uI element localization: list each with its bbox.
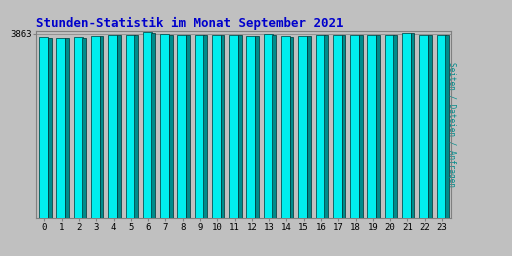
Bar [100, 36, 103, 218]
Bar [108, 35, 117, 218]
Bar [65, 38, 69, 218]
Bar [229, 35, 238, 218]
Bar [376, 35, 380, 218]
Bar [186, 35, 190, 218]
Bar [169, 35, 173, 218]
Bar [342, 35, 345, 218]
Bar [315, 35, 325, 218]
Bar [290, 37, 293, 218]
Bar [324, 35, 328, 218]
Bar [411, 33, 414, 218]
Bar [437, 35, 445, 218]
Bar [368, 35, 376, 218]
Bar [359, 35, 362, 218]
Bar [350, 35, 359, 218]
Bar [264, 34, 273, 218]
Bar [91, 36, 100, 218]
Bar [281, 36, 290, 218]
Bar [246, 36, 255, 218]
Bar [428, 35, 432, 218]
Bar [82, 38, 86, 218]
Bar [195, 35, 204, 218]
Bar [445, 35, 449, 218]
Bar [48, 38, 52, 218]
Bar [402, 33, 411, 218]
Bar [203, 35, 207, 218]
Bar [134, 35, 138, 218]
Bar [74, 37, 82, 218]
Bar [255, 36, 259, 218]
Bar [177, 35, 186, 218]
Bar [385, 35, 394, 218]
Bar [212, 35, 221, 218]
Bar [117, 35, 121, 218]
Bar [39, 37, 48, 218]
Bar [272, 35, 276, 218]
Bar [221, 36, 224, 218]
Bar [160, 34, 169, 218]
Bar [143, 32, 152, 218]
Bar [307, 36, 311, 218]
Bar [238, 35, 242, 218]
Bar [393, 35, 397, 218]
Text: Stunden-Statistik im Monat September 2021: Stunden-Statistik im Monat September 202… [36, 16, 344, 29]
Bar [125, 35, 135, 218]
Bar [419, 35, 428, 218]
Bar [152, 33, 155, 218]
Bar [298, 36, 307, 218]
Y-axis label: Seiten / Dateien / Anfragen: Seiten / Dateien / Anfragen [447, 62, 456, 187]
Bar [333, 35, 342, 218]
Bar [56, 38, 66, 218]
